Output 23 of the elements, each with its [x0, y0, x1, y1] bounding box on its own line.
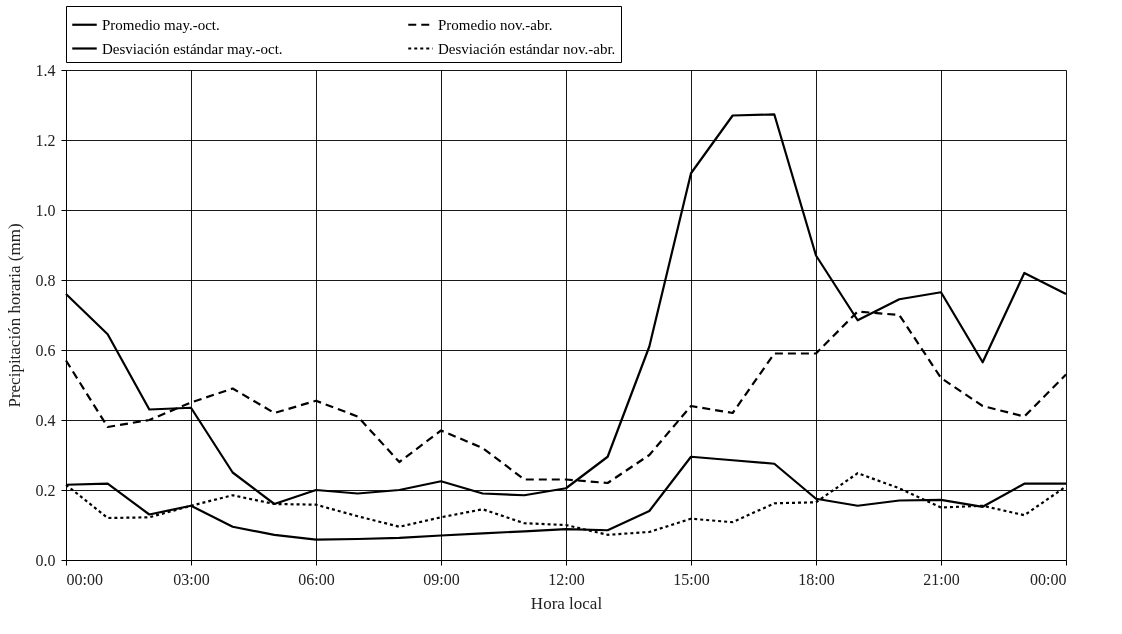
x-tick-label: 15:00 [673, 570, 710, 588]
y-tick-label: 0.6 [35, 341, 56, 359]
legend-label: Desviación estándar may.-oct. [102, 40, 283, 57]
legend-label: Promedio may.-oct. [102, 16, 220, 33]
x-tick-label: 00:00 [1030, 570, 1067, 588]
y-tick-label: 0.2 [35, 481, 56, 499]
x-tick-label: 00:00 [66, 570, 103, 588]
y-tick-label: 1.2 [35, 131, 56, 149]
x-tick-label: 21:00 [923, 570, 960, 588]
y-tick-label: 0.0 [35, 551, 56, 569]
legend-label: Desviación estándar nov.-abr. [438, 40, 616, 57]
x-tick-label: 12:00 [548, 570, 585, 588]
y-tick-label: 0.4 [35, 411, 56, 429]
y-tick-label: 1.0 [35, 201, 56, 219]
y-tick-label: 1.4 [35, 61, 56, 79]
x-tick-label: 09:00 [423, 570, 460, 588]
legend-label: Promedio nov.-abr. [438, 16, 553, 33]
x-tick-label: 03:00 [173, 570, 210, 588]
y-tick-label: 0.8 [35, 271, 56, 289]
x-axis-title: Hora local [530, 593, 603, 613]
y-axis-title: Precipitación horaria (mm) [4, 223, 24, 408]
x-tick-label: 18:00 [798, 570, 835, 588]
x-tick-label: 06:00 [298, 570, 335, 588]
